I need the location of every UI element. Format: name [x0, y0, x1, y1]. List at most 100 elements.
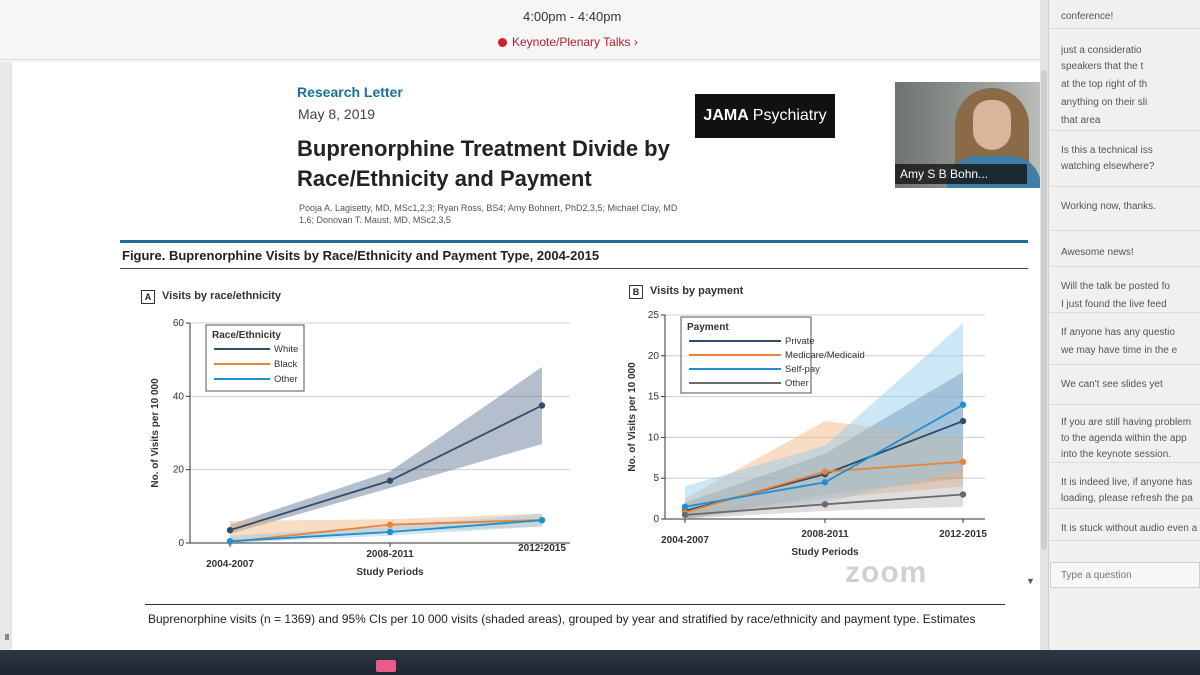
y-tick-label: 0	[178, 538, 184, 549]
data-point-white	[226, 526, 234, 534]
chat-scrollbar-thumb[interactable]	[1041, 70, 1047, 550]
author-line: 1,6; Donovan T. Maust, MD, MSc2,3,5	[299, 215, 451, 225]
publication-date: May 8, 2019	[298, 106, 376, 122]
chat-divider	[1049, 540, 1200, 541]
x-tick-label: 2004-2007	[206, 559, 254, 570]
left-scrollbar[interactable]	[0, 62, 12, 650]
question-input[interactable]	[1050, 562, 1200, 588]
data-point-medicare-medicaid	[959, 458, 967, 466]
x-tick-label: 2008-2011	[366, 549, 414, 560]
session-time: 4:00pm - 4:40pm	[523, 9, 622, 24]
legend-label: Self-pay	[785, 364, 820, 375]
chat-message: that area	[1061, 115, 1101, 126]
ci-band-other	[230, 513, 542, 543]
y-axis-label: No. of Visits per 10 000	[150, 378, 161, 488]
journal-logo: JAMA Psychiatry	[695, 94, 835, 138]
data-point-self-pay	[681, 503, 689, 510]
chat-message: If you are still having problem	[1061, 417, 1192, 428]
y-tick-label: 15	[648, 392, 660, 403]
chat-divider	[1049, 312, 1200, 313]
chat-divider	[1049, 404, 1200, 405]
x-axis-label: Study Periods	[791, 547, 859, 558]
article-title-line: Race/Ethnicity and Payment	[297, 166, 592, 191]
legend-title: Payment	[687, 322, 729, 333]
author-line: Pooja A. Lagisetty, MD, MSc1,2,3; Ryan R…	[299, 203, 678, 213]
y-tick-label: 60	[173, 318, 185, 329]
speaker-face	[973, 100, 1011, 150]
chat-message: speakers that the t	[1061, 61, 1144, 72]
x-tick-label: 2012-2015	[939, 529, 987, 540]
monitor-bezel	[0, 650, 1200, 675]
data-point-other	[538, 517, 546, 524]
article-title-line: Buprenorphine Treatment Divide by	[297, 136, 670, 161]
y-tick-label: 5	[653, 473, 659, 484]
chat-message: Is this a technical iss	[1061, 145, 1153, 156]
legend-label: Other	[274, 374, 298, 385]
panel-a-title: Visits by race/ethnicity	[162, 290, 282, 302]
y-tick-label: 25	[648, 310, 660, 321]
chat-message: to the agenda within the app	[1061, 433, 1187, 444]
chat-divider	[1049, 230, 1200, 231]
figure-title: Figure. Buprenorphine Visits by Race/Eth…	[122, 248, 600, 263]
x-tick-label: 2012-2015	[518, 543, 566, 554]
data-point-self-pay	[821, 479, 829, 486]
chat-message: We can't see slides yet	[1061, 379, 1163, 390]
record-dot-icon	[498, 37, 507, 47]
article-type: Research Letter	[297, 84, 403, 100]
taskbar-app-icon[interactable]	[376, 660, 396, 672]
scroll-down-arrow-icon[interactable]: ▼	[1026, 576, 1035, 586]
scroll-indicator	[5, 634, 9, 640]
journal-name-rest: Psychiatry	[752, 107, 827, 124]
legend-label: White	[274, 344, 298, 355]
legend-label: Other	[785, 378, 809, 389]
caption-rule	[145, 604, 1005, 605]
chat-message: If anyone has any questio	[1061, 327, 1175, 338]
y-tick-label: 40	[173, 391, 185, 402]
data-point-other	[226, 537, 234, 545]
session-header: 4:00pm - 4:40pm Keynote/Plenary Talks ›	[0, 0, 1090, 60]
ci-band-black	[230, 513, 542, 543]
y-tick-label: 0	[653, 514, 659, 525]
chat-message: Working now, thanks.	[1061, 201, 1156, 212]
chat-divider	[1049, 364, 1200, 365]
data-point-medicare-medicaid	[821, 468, 829, 475]
y-axis-label: No. of Visits per 10 000	[627, 362, 638, 472]
chat-divider	[1049, 462, 1200, 463]
chat-divider	[1049, 28, 1200, 29]
author-list: Pooja A. Lagisetty, MD, MSc1,2,3; Ryan R…	[299, 202, 759, 226]
chat-divider	[1049, 130, 1200, 131]
session-category-link[interactable]: Keynote/Plenary Talks ›	[498, 35, 638, 49]
participant-name-label: Amy S B Bohn...	[895, 164, 1027, 184]
zoom-watermark: zoom	[845, 556, 928, 589]
x-axis-label: Study Periods	[356, 567, 424, 578]
article-title: Buprenorphine Treatment Divide by Race/E…	[297, 134, 777, 194]
chat-divider	[1049, 186, 1200, 187]
x-tick-label: 2008-2011	[801, 529, 849, 540]
chart-payment: No. of Visits per 10 000 0 5 10 15 20 25 2004-2…	[627, 310, 987, 558]
chat-message: anything on their sli	[1061, 97, 1148, 108]
y-tick-label: 20	[173, 465, 185, 476]
chat-divider	[1049, 508, 1200, 509]
chat-message: watching elsewhere?	[1061, 161, 1155, 172]
chat-message: into the keynote session.	[1061, 449, 1172, 460]
data-point-other	[386, 528, 394, 536]
figure-caption: Buprenorphine visits (n = 1369) and 95% …	[148, 612, 976, 626]
journal-name-bold: JAMA	[703, 107, 749, 124]
chat-message: Awesome news!	[1061, 247, 1134, 258]
chat-panel: conference! just a consideratio speakers t…	[1048, 0, 1200, 650]
data-point-black	[386, 521, 394, 528]
chat-message: at the top right of th	[1061, 79, 1148, 90]
data-point-white	[538, 402, 546, 409]
figure-accent-bar	[120, 240, 1028, 243]
data-point-other	[821, 501, 829, 508]
chart-race-ethnicity: No. of Visits per 10 000 0 20 40 60 2004-2007…	[150, 318, 570, 578]
y-tick-label: 10	[648, 432, 660, 443]
y-tick-label: 20	[648, 351, 660, 362]
x-tick-label: 2004-2007	[661, 535, 709, 546]
chat-message: Will the talk be posted fo	[1061, 281, 1170, 292]
ci-band-self-pay	[685, 323, 963, 519]
legend-label: Medicare/Medicaid	[785, 350, 865, 361]
legend-title: Race/Ethnicity	[212, 330, 281, 341]
panel-b-letter: B	[629, 285, 643, 299]
data-point-private	[959, 417, 967, 425]
